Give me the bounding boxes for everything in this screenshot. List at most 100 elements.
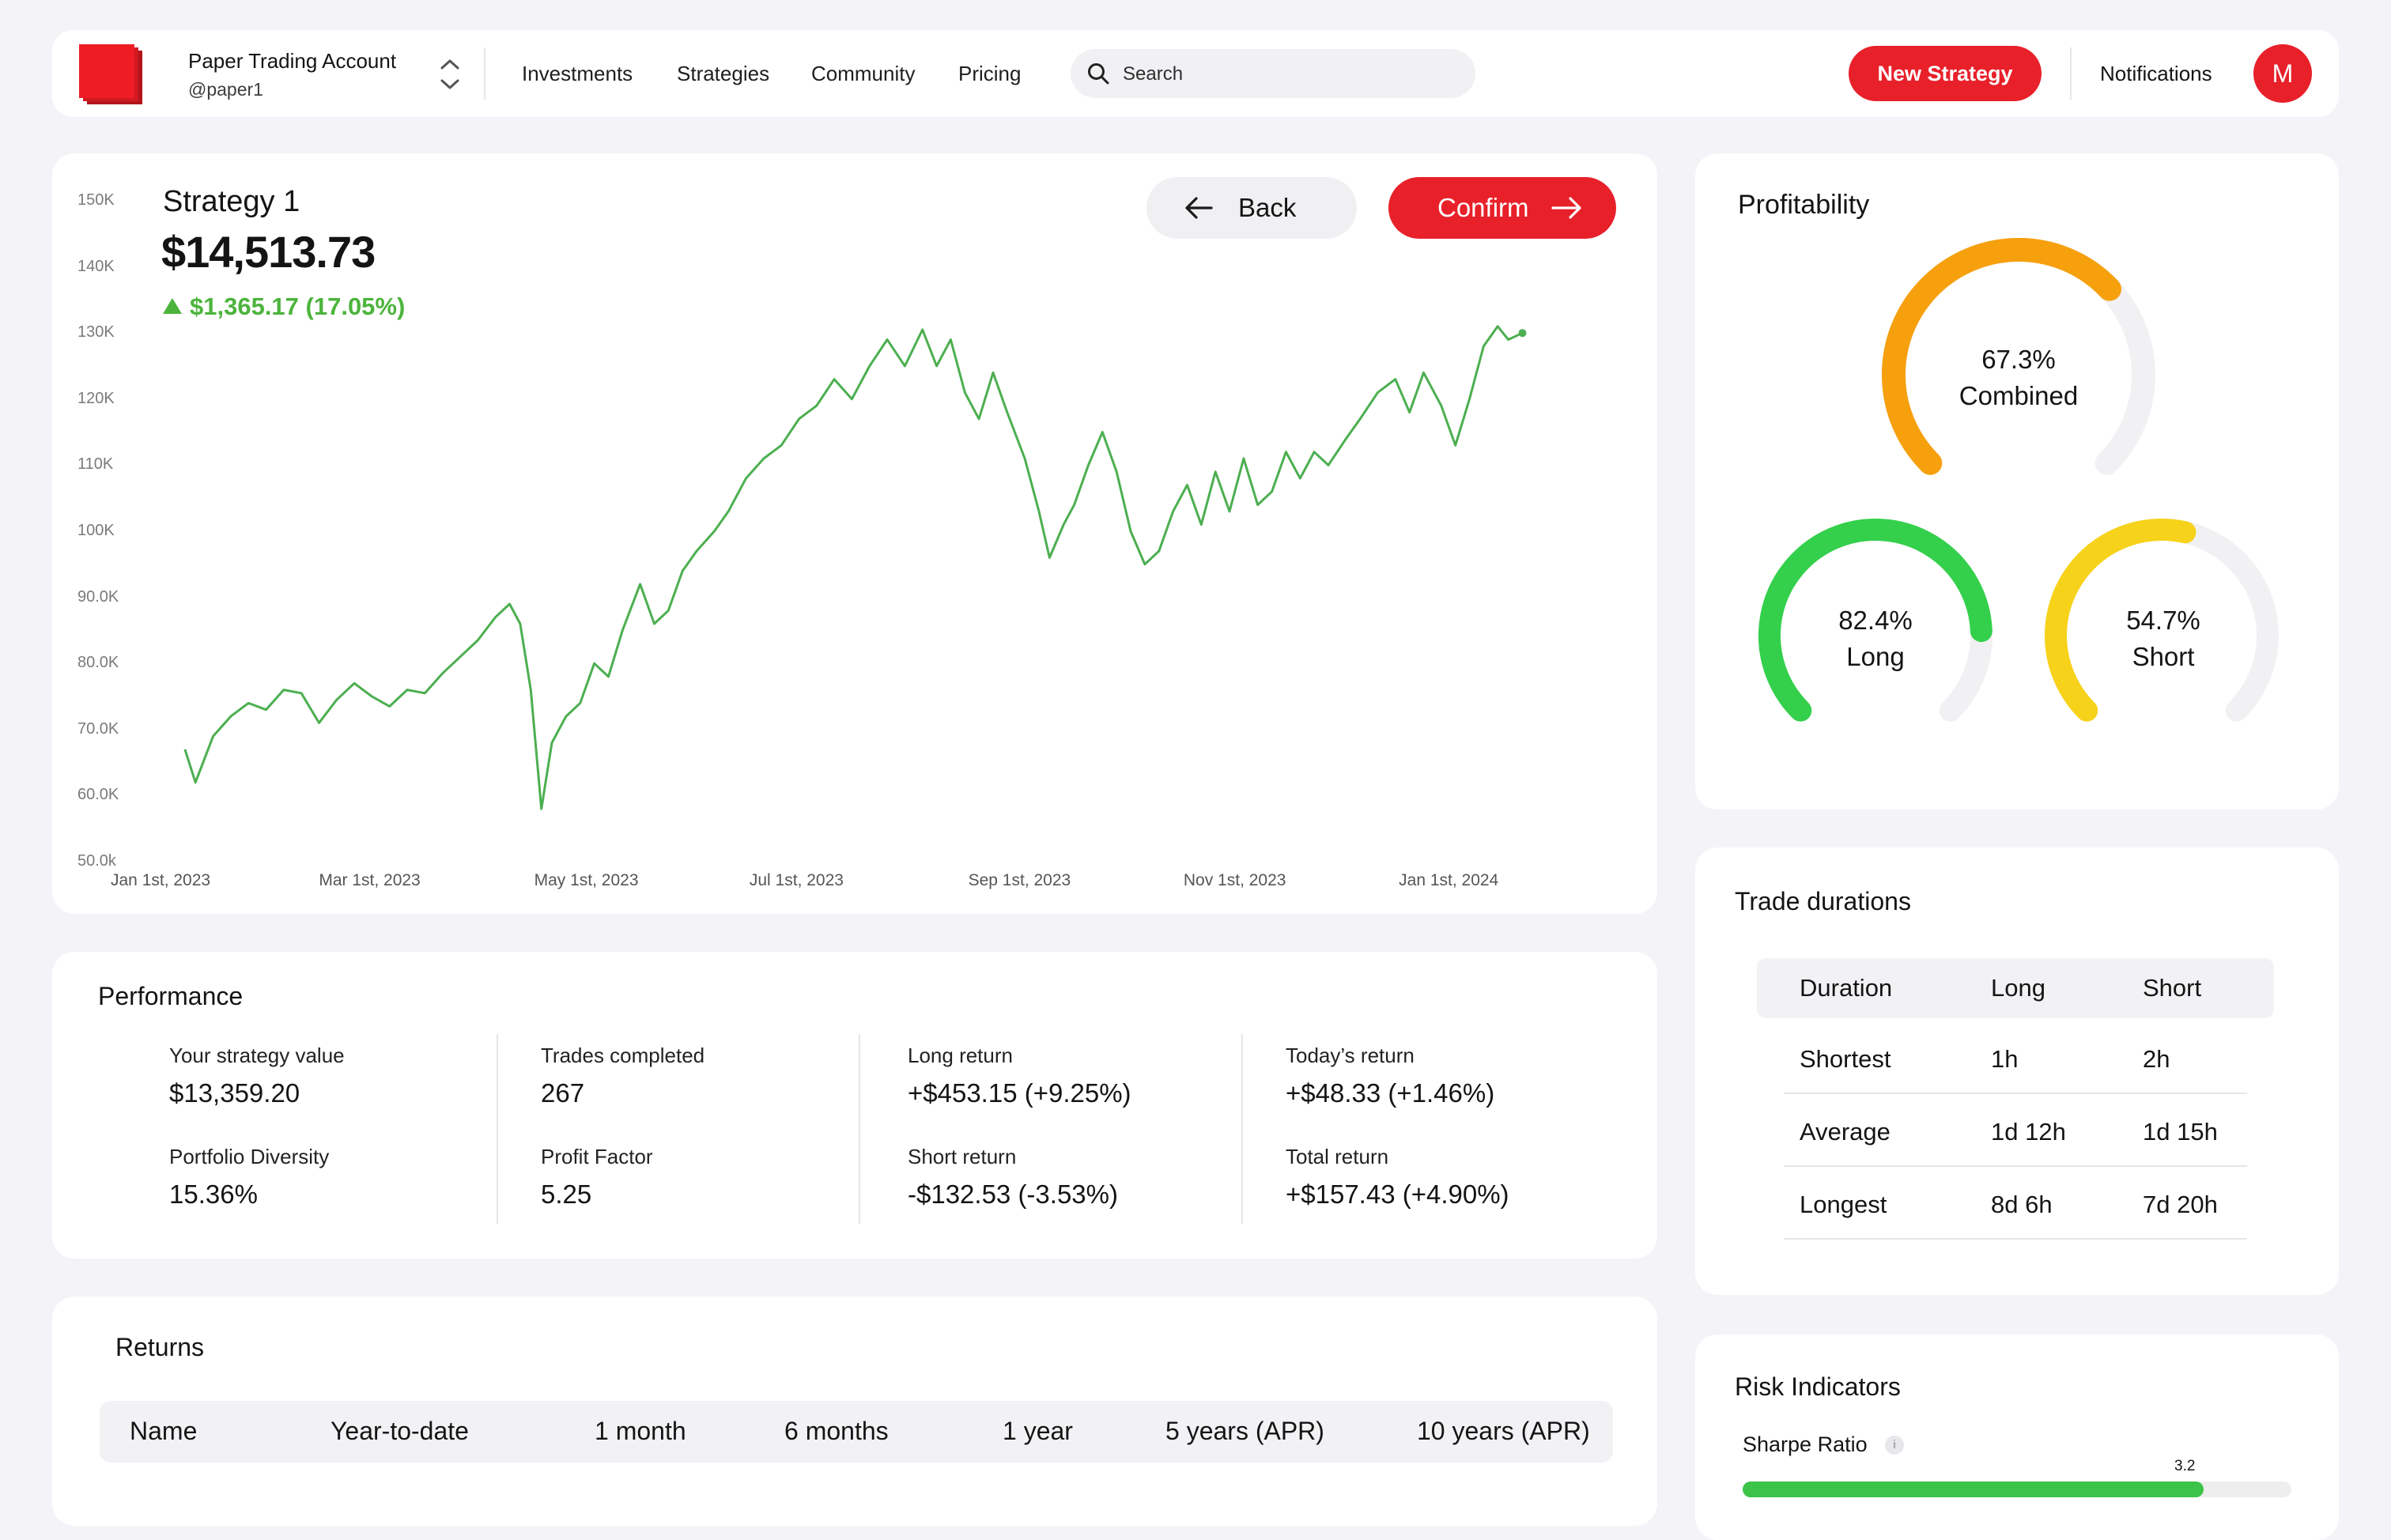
trade-durations-heading: Trade durations — [1735, 887, 1911, 915]
gauge-label: Short — [2132, 642, 2195, 671]
column-header[interactable]: Year-to-date — [331, 1417, 469, 1445]
arrow-right-icon — [1551, 197, 1581, 219]
table-cell: Average — [1800, 1118, 1891, 1146]
column-header[interactable]: 1 year — [1003, 1417, 1073, 1445]
table-cell: 1d 12h — [1991, 1118, 2066, 1146]
nav-link-community[interactable]: Community — [811, 62, 916, 85]
table-cell: Longest — [1800, 1191, 1887, 1218]
y-tick-label: 50.0k — [77, 852, 116, 870]
account-handle: @paper1 — [188, 79, 263, 100]
gauge-value: 54.7% — [2126, 606, 2200, 635]
search-input[interactable] — [1121, 59, 1456, 90]
user-avatar[interactable]: M — [2253, 44, 2312, 103]
stat-label: Your strategy value — [169, 1044, 345, 1067]
confirm-label: Confirm — [1437, 193, 1529, 222]
back-button[interactable]: Back — [1146, 177, 1357, 239]
table-cell: 8d 6h — [1991, 1191, 2053, 1218]
y-tick-label: 80.0K — [77, 654, 119, 672]
stat-label: Long return — [908, 1044, 1013, 1067]
stat-value: +$48.33 (+1.46%) — [1286, 1078, 1495, 1108]
back-label: Back — [1238, 193, 1297, 222]
y-tick-label: 120K — [77, 389, 115, 407]
sharpe-ratio-value: 3.2 — [2174, 1458, 2196, 1474]
gauge-value: 82.4% — [1838, 606, 1913, 635]
account-name[interactable]: Paper Trading Account — [188, 49, 397, 73]
profitability-card: Profitability 67.3% Combined 82.4% Long … — [1695, 153, 2339, 810]
search-box[interactable] — [1071, 49, 1475, 98]
table-cell: 1d 15h — [2143, 1118, 2218, 1146]
column-header: Short — [2143, 974, 2202, 1002]
nav-link-investments[interactable]: Investments — [522, 62, 633, 85]
gauge-label: Combined — [1959, 381, 2079, 410]
info-icon[interactable]: i — [1885, 1436, 1904, 1455]
stat-value: -$132.53 (-3.53%) — [908, 1180, 1118, 1209]
stat-label: Portfolio Diversity — [169, 1145, 330, 1168]
y-tick-label: 90.0K — [77, 587, 119, 606]
stat-label: Today’s return — [1286, 1044, 1415, 1067]
y-tick-label: 150K — [77, 191, 115, 209]
row-divider — [1784, 1165, 2247, 1167]
x-tick-label: Jan 1st, 2023 — [111, 871, 211, 889]
column-header[interactable]: 10 years (APR) — [1417, 1417, 1590, 1445]
x-tick-label: Nov 1st, 2023 — [1183, 871, 1286, 889]
gauge-short-text: 54.7% Short — [2053, 602, 2274, 675]
stat-label: Profit Factor — [541, 1145, 653, 1168]
brand-logo[interactable] — [79, 44, 142, 104]
y-tick-label: 140K — [77, 257, 115, 275]
gauge-fill — [1881, 238, 2122, 475]
stat-value: 267 — [541, 1078, 585, 1108]
series-line — [183, 325, 1524, 810]
column-header[interactable]: 1 month — [595, 1417, 686, 1445]
table-cell: 1h — [1991, 1045, 2019, 1073]
column-header[interactable]: 5 years (APR) — [1165, 1417, 1324, 1445]
returns-table-header: Name Year-to-date 1 month 6 months 1 yea… — [100, 1401, 1613, 1463]
notifications-link[interactable]: Notifications — [2100, 62, 2212, 85]
confirm-button[interactable]: Confirm — [1388, 177, 1616, 239]
strategy-change-text: $1,365.17 (17.05%) — [190, 293, 406, 320]
gauge-combined-text: 67.3% Combined — [1887, 342, 2151, 414]
new-strategy-button[interactable]: New Strategy — [1849, 46, 2042, 101]
strategy-value: $14,513.73 — [161, 227, 376, 277]
returns-heading: Returns — [115, 1333, 205, 1361]
x-tick-label: Jul 1st, 2023 — [749, 871, 844, 889]
nav-link-strategies[interactable]: Strategies — [677, 62, 770, 85]
stat-value: +$157.43 (+4.90%) — [1286, 1180, 1509, 1209]
table-cell: Shortest — [1800, 1045, 1891, 1073]
column-header[interactable]: 6 months — [784, 1417, 889, 1445]
risk-indicators-heading: Risk Indicators — [1735, 1372, 1901, 1401]
y-tick-label: 70.0K — [77, 719, 119, 738]
table-cell: 7d 20h — [2143, 1191, 2218, 1218]
gauge-fill — [2045, 519, 2196, 722]
stat-value: 15.36% — [169, 1180, 258, 1209]
sharpe-ratio-bar-fill — [1743, 1481, 2204, 1497]
stat-value: +$453.15 (+9.25%) — [908, 1078, 1131, 1108]
y-tick-label: 110K — [77, 455, 114, 474]
sharpe-ratio-bar — [1743, 1481, 2291, 1497]
y-tick-label: 60.0K — [77, 786, 119, 804]
nav-divider — [2070, 47, 2072, 100]
risk-indicators-card: Risk Indicators Sharpe Ratio i 3.2 — [1695, 1334, 2339, 1540]
profitability-heading: Profitability — [1738, 190, 1870, 220]
gauge-label: Long — [1846, 642, 1905, 671]
y-tick-label: 130K — [77, 323, 115, 342]
performance-card: Performance Your strategy value $13,359.… — [52, 952, 1657, 1259]
column-header[interactable]: Name — [130, 1417, 198, 1445]
performance-heading: Performance — [98, 982, 244, 1010]
stat-label: Total return — [1286, 1145, 1389, 1168]
perf-divider — [497, 1034, 498, 1224]
gauge-fill — [1758, 519, 1992, 722]
strategy-change: $1,365.17 (17.05%) — [163, 293, 405, 321]
nav-link-pricing[interactable]: Pricing — [958, 62, 1022, 85]
durations-table-header: Duration Long Short — [1757, 958, 2274, 1018]
gauge-long-text: 82.4% Long — [1765, 602, 1986, 675]
perf-divider — [859, 1034, 860, 1224]
account-switcher-chevron-icon[interactable] — [438, 57, 462, 92]
x-tick-label: May 1st, 2023 — [534, 871, 639, 889]
x-tick-label: Jan 1st, 2024 — [1399, 871, 1499, 889]
series-end-point — [1518, 329, 1527, 338]
x-tick-label: Mar 1st, 2023 — [319, 871, 421, 889]
x-tick-label: Sep 1st, 2023 — [968, 871, 1071, 889]
sharpe-ratio-label: Sharpe Ratio — [1743, 1432, 1868, 1456]
strategy-chart-card: 150K 140K 130K 120K 110K 100K 90.0K 80.0K 70.0K 6… — [52, 153, 1657, 914]
gauge-value: 67.3% — [1981, 345, 2056, 374]
